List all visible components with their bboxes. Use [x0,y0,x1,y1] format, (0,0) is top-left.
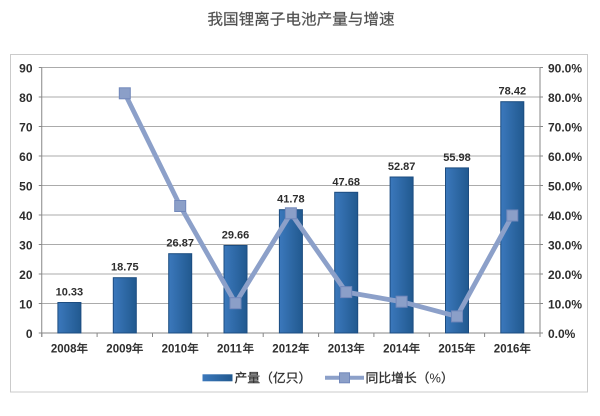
svg-text:90.0%: 90.0% [548,62,582,76]
svg-text:2010: 2010 [162,344,188,356]
svg-text:18.75: 18.75 [111,262,139,274]
svg-text:10.33: 10.33 [56,287,84,299]
svg-text:60: 60 [19,150,33,164]
svg-text:70: 70 [19,121,33,135]
svg-text:70.0%: 70.0% [548,121,582,135]
svg-text:52.87: 52.87 [388,161,416,173]
svg-text:2011: 2011 [217,344,243,356]
svg-text:50.0%: 50.0% [548,180,582,194]
svg-text:90: 90 [19,62,33,76]
svg-text:80.0%: 80.0% [548,91,582,105]
svg-text:50: 50 [19,180,33,194]
svg-text:40.0%: 40.0% [548,209,582,223]
svg-text:2008: 2008 [51,344,77,356]
svg-text:0.0%: 0.0% [548,327,576,341]
svg-text:40: 40 [19,209,33,223]
svg-text:2012: 2012 [272,344,298,356]
svg-text:80: 80 [19,91,33,105]
svg-text:20.0%: 20.0% [548,268,582,282]
svg-text:47.68: 47.68 [332,176,360,188]
svg-text:10: 10 [19,298,33,312]
svg-text:2014: 2014 [383,344,409,356]
svg-text:30: 30 [19,239,33,253]
svg-text:29.66: 29.66 [222,230,250,242]
svg-text:10.0%: 10.0% [548,298,582,312]
svg-text:2016: 2016 [494,344,520,356]
svg-text:0: 0 [26,327,33,341]
svg-text:55.98: 55.98 [443,152,471,164]
svg-text:41.78: 41.78 [277,194,305,206]
svg-text:2015: 2015 [438,344,464,356]
svg-text:20: 20 [19,268,33,282]
svg-text:26.87: 26.87 [166,238,194,250]
svg-text:60.0%: 60.0% [548,150,582,164]
svg-text:30.0%: 30.0% [548,239,582,253]
svg-text:%: % [430,370,441,385]
svg-text:2009: 2009 [106,344,132,356]
svg-text:2013: 2013 [328,344,354,356]
svg-text:78.42: 78.42 [499,86,527,98]
